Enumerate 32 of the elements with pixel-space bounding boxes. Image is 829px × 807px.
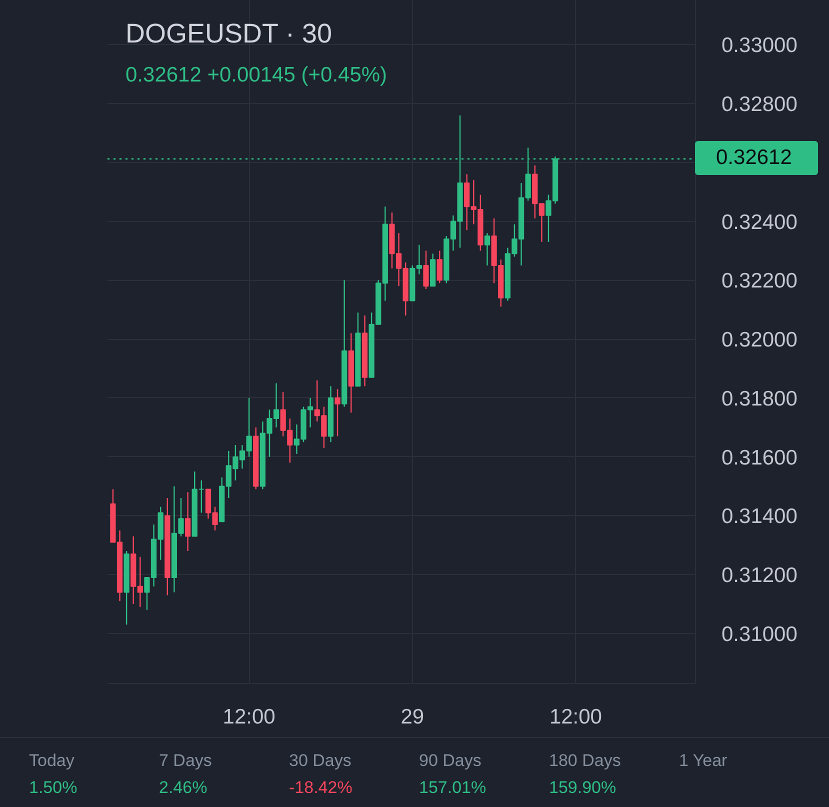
- candlestick: [484, 232, 490, 266]
- text: 0.32612 +0.00145 (+0.45%): [126, 64, 388, 86]
- x-tick-label: 12:00: [549, 706, 602, 728]
- y-tick-label: 0.31600: [722, 446, 798, 470]
- y-tick-label: 0.31400: [722, 505, 798, 528]
- text: Today: [29, 751, 74, 771]
- x-tick-label: 12:00: [222, 706, 276, 728]
- text: 90 Days: [419, 751, 482, 771]
- y-tick-label: 0.31200: [722, 564, 798, 588]
- text: 1.50%: [29, 778, 78, 798]
- x-tick-label: 29: [400, 706, 424, 728]
- y-tick-label: 0.32800: [722, 93, 798, 116]
- y-tick-label: 0.31800: [722, 387, 798, 410]
- ref-line-label: 0.32612: [695, 141, 818, 176]
- text: 180 Days: [549, 751, 621, 771]
- y-tick-label: 0.32400: [722, 210, 798, 234]
- text: 157.01%: [419, 778, 486, 798]
- y-tick-label: 0.31000: [722, 622, 798, 646]
- candlestick: [423, 250, 429, 290]
- text: DOGEUSDT · 30: [126, 18, 332, 48]
- text: 159.90%: [549, 778, 616, 798]
- y-tick-label: 0.32000: [722, 328, 798, 352]
- text: 2.46%: [159, 778, 208, 798]
- text: 30 Days: [289, 751, 352, 771]
- candlestick: [436, 250, 442, 284]
- candlestick: [184, 492, 191, 552]
- y-tick-label: 0.33000: [722, 34, 798, 58]
- text: 7 Days: [159, 751, 212, 771]
- text: 1 Year: [679, 751, 728, 771]
- candlestick: [334, 388, 340, 437]
- y-tick-label: 0.32200: [722, 270, 798, 293]
- text: -18.42%: [289, 778, 352, 798]
